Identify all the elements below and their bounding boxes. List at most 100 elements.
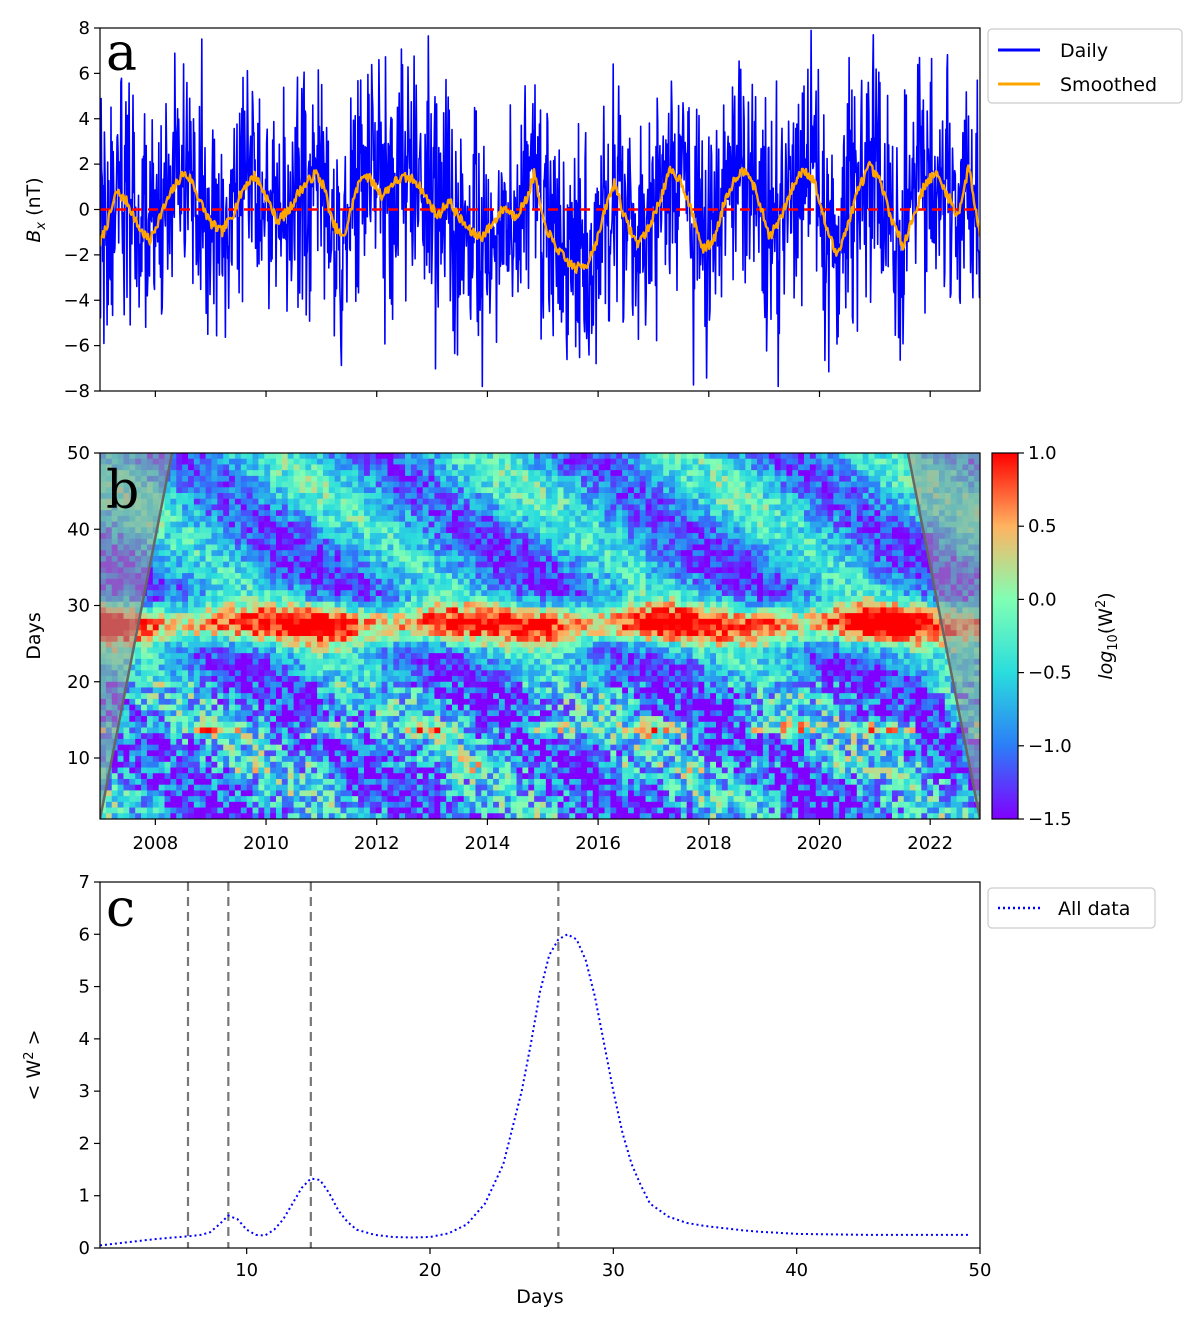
heatmap-cell bbox=[510, 487, 518, 494]
heatmap-cell bbox=[545, 538, 553, 546]
heatmap-cell bbox=[827, 453, 834, 460]
heatmap-cell bbox=[892, 590, 899, 597]
heatmap-cell bbox=[674, 561, 682, 568]
heatmap-cell bbox=[545, 533, 553, 540]
heatmap-cell bbox=[616, 510, 623, 517]
heatmap-cell bbox=[270, 533, 277, 540]
heatmap-cell bbox=[792, 561, 799, 568]
heatmap-cell bbox=[721, 567, 729, 574]
heatmap-cell bbox=[821, 595, 829, 603]
heatmap-cell bbox=[933, 630, 940, 637]
heatmap-cell bbox=[522, 515, 529, 523]
heatmap-cell bbox=[739, 601, 746, 609]
heatmap-cell bbox=[862, 453, 870, 460]
heatmap-cell bbox=[358, 578, 365, 586]
heatmap-cell bbox=[874, 481, 881, 488]
heatmap-cell bbox=[768, 630, 776, 637]
heatmap-cell bbox=[211, 464, 218, 471]
heatmap-cell bbox=[757, 475, 764, 483]
heatmap-cell bbox=[745, 618, 752, 626]
heatmap-cell bbox=[645, 601, 653, 609]
heatmap-cell bbox=[498, 584, 506, 591]
heatmap-cell bbox=[504, 578, 512, 586]
y-tick-label: 2 bbox=[79, 154, 90, 175]
heatmap-cell bbox=[463, 475, 471, 483]
heatmap-cell bbox=[786, 510, 793, 517]
heatmap-cell bbox=[399, 544, 406, 551]
heatmap-cell bbox=[610, 538, 617, 546]
y-tick-label: 0 bbox=[79, 200, 90, 221]
heatmap-cell bbox=[704, 624, 711, 631]
heatmap-cell bbox=[493, 595, 500, 603]
heatmap-cell bbox=[622, 624, 629, 631]
heatmap-cell bbox=[833, 504, 840, 511]
heatmap-cell bbox=[804, 567, 811, 574]
heatmap-cell bbox=[692, 624, 699, 631]
heatmap-cell bbox=[639, 618, 647, 626]
heatmap-cell bbox=[645, 527, 653, 534]
heatmap-cell bbox=[510, 510, 518, 517]
heatmap-cell bbox=[440, 481, 447, 488]
heatmap-cell bbox=[440, 584, 447, 591]
heatmap-cell bbox=[751, 510, 758, 517]
heatmap-cell bbox=[299, 590, 306, 597]
heatmap-cell bbox=[328, 618, 336, 626]
heatmap-cell bbox=[498, 613, 506, 620]
heatmap-cell bbox=[281, 636, 289, 643]
heatmap-cell bbox=[669, 504, 676, 511]
heatmap-cell bbox=[522, 573, 529, 580]
heatmap-cell bbox=[886, 498, 893, 506]
heatmap-cell bbox=[334, 613, 342, 620]
heatmap-cell bbox=[569, 613, 576, 620]
heatmap-cell bbox=[211, 607, 218, 614]
heatmap-cell bbox=[721, 515, 729, 523]
heatmap-cell bbox=[850, 481, 858, 488]
heatmap-cell bbox=[592, 584, 600, 591]
heatmap-cell bbox=[211, 544, 218, 551]
heatmap-cell bbox=[276, 636, 283, 643]
heatmap-cell bbox=[352, 527, 359, 534]
heatmap-cell bbox=[651, 470, 658, 477]
heatmap-cell bbox=[334, 458, 342, 466]
heatmap-cell bbox=[328, 504, 336, 511]
heatmap-cell bbox=[780, 636, 787, 643]
heatmap-cell bbox=[322, 636, 330, 643]
heatmap-cell bbox=[868, 607, 875, 614]
heatmap-cell bbox=[170, 578, 177, 586]
heatmap-cell bbox=[757, 590, 764, 597]
heatmap-cell bbox=[833, 590, 840, 597]
heatmap-cell bbox=[557, 470, 565, 477]
heatmap-cell bbox=[498, 636, 506, 643]
heatmap-cell bbox=[774, 504, 782, 511]
heatmap-cell bbox=[252, 481, 259, 488]
heatmap-cell bbox=[270, 475, 277, 483]
heatmap-cell bbox=[305, 618, 312, 626]
heatmap-cell bbox=[422, 464, 430, 471]
heatmap-cell bbox=[340, 590, 347, 597]
heatmap-cell bbox=[276, 498, 283, 506]
heatmap-cell bbox=[581, 493, 588, 500]
heatmap-cell bbox=[170, 464, 177, 471]
heatmap-cell bbox=[557, 595, 565, 603]
heatmap-cell bbox=[651, 573, 658, 580]
heatmap-cell bbox=[786, 533, 793, 540]
heatmap-cell bbox=[815, 475, 823, 483]
heatmap-cell bbox=[862, 487, 870, 494]
heatmap-cell bbox=[569, 504, 576, 511]
heatmap-cell bbox=[739, 475, 746, 483]
heatmap-cell bbox=[164, 590, 171, 597]
heatmap-cell bbox=[610, 453, 617, 460]
heatmap-cell bbox=[352, 470, 359, 477]
heatmap-cell bbox=[768, 555, 776, 563]
heatmap-cell bbox=[569, 475, 576, 483]
heatmap-cell bbox=[833, 584, 840, 591]
heatmap-cell bbox=[762, 464, 770, 471]
heatmap-cell bbox=[322, 510, 330, 517]
heatmap-cell bbox=[686, 630, 694, 637]
heatmap-cell bbox=[217, 544, 224, 551]
heatmap-cell bbox=[475, 538, 482, 546]
heatmap-cell bbox=[498, 578, 506, 586]
heatmap-cell bbox=[809, 595, 817, 603]
heatmap-cell bbox=[346, 475, 353, 483]
heatmap-cell bbox=[616, 561, 623, 568]
